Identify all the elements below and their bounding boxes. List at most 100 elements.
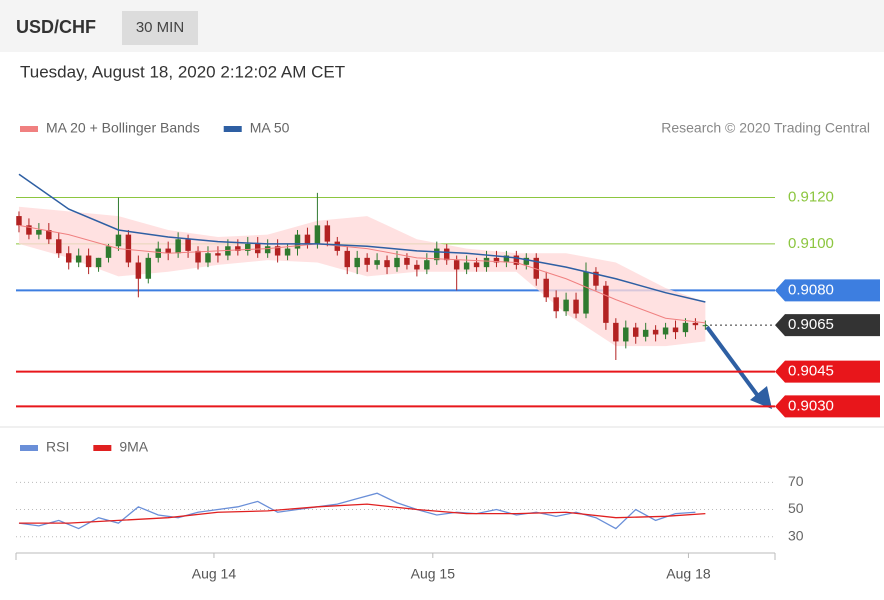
bollinger-band [18,206,706,347]
x-tick-label: Aug 18 [666,566,711,582]
level-box [775,279,880,302]
interval-button[interactable] [122,11,198,45]
candle-body [692,322,699,326]
level-label: 0.9080 [788,281,834,298]
level-label: 0.9065 [788,316,834,333]
candle-body [264,246,271,254]
timestamp: Tuesday, August 18, 2020 2:12:02 AM CET [20,62,345,81]
candle-body [434,248,440,261]
candle-body [513,255,520,265]
candle-body [623,327,629,342]
candle-body [85,255,92,268]
ma-line [18,173,706,303]
x-tick-label: Aug 14 [192,566,237,582]
candle-body [483,257,490,268]
candle-body [543,278,549,298]
symbol: USD/CHF [16,17,96,37]
level-label: 0.9030 [788,397,834,414]
level-box [775,360,880,383]
level-label: 0.9100 [788,235,834,252]
interval[interactable]: 30 MIN [136,19,184,36]
candle-body [105,246,112,258]
candle-body [632,327,639,337]
candle-body [195,250,201,263]
y-tick-label: 70 [788,473,804,489]
candle-body [185,239,191,251]
candle-body [165,248,171,254]
x-tick-label: Aug 15 [411,566,456,582]
candle-body [682,322,689,333]
legend-label: RSI [46,439,69,455]
legend-swatch [20,126,38,132]
level-box [775,314,880,337]
candle-body [175,239,181,254]
candle-body [553,297,559,312]
candle-body [235,246,241,251]
forecast-arrow [705,325,760,398]
candle-body [394,257,400,268]
candle-body [215,253,221,256]
candle-body [274,246,281,256]
legend-swatch [93,445,112,451]
level-box [775,395,880,418]
legend-label: MA 50 [250,120,290,136]
candle-body [443,248,450,261]
candle-body [493,257,500,263]
candle-body [354,257,360,268]
candle-body [424,260,430,270]
candle-body [75,255,82,263]
candle-body [205,253,211,263]
candle-body [294,234,301,249]
candle-body [95,257,102,268]
candle-body [374,260,380,265]
y-tick-label: 30 [788,527,804,543]
candle-body [115,234,122,247]
candle-body [384,260,390,268]
candle-body [36,230,42,235]
candle-body [125,234,132,263]
candle-body [344,250,350,268]
source-note: Research © 2020 Trading Central [661,120,870,136]
candle-body [135,262,142,279]
ma-line [18,224,706,324]
candle-body [503,255,510,263]
candle-body [364,257,370,265]
candle-body [603,285,609,323]
candle-body [702,325,709,327]
candle-body [463,262,470,270]
candle-body [314,225,321,244]
legend-label: MA 20 + Bollinger Bands [46,120,200,136]
candle-body [245,243,251,251]
legend-swatch [223,126,242,132]
candle-body [145,257,152,279]
candle-body [563,299,569,312]
candle-body [453,260,460,270]
candle-body [16,216,22,226]
candle-body [613,322,619,342]
legend-label: 9MA [119,439,148,455]
candle-body [414,264,420,270]
candle-body [473,262,480,268]
y-tick-label: 50 [788,500,804,516]
level-label: 0.9045 [788,363,834,380]
candle-body [523,257,530,265]
candle-body [672,327,679,333]
candle-body [56,239,62,254]
candle-body [155,248,161,258]
candle-body [662,327,669,335]
candle-body [304,234,311,244]
candle-body [26,225,32,235]
candle-body [583,271,589,314]
candle-body [593,271,599,286]
candle-body [284,248,291,256]
forecast-arrowhead [750,386,772,409]
candle-body [573,299,579,314]
level-label: 0.9120 [788,188,834,205]
candle-body [652,329,659,335]
candle-body [46,230,52,240]
candle-body [533,257,539,279]
candle-body [642,329,649,337]
candle-body [324,225,331,242]
